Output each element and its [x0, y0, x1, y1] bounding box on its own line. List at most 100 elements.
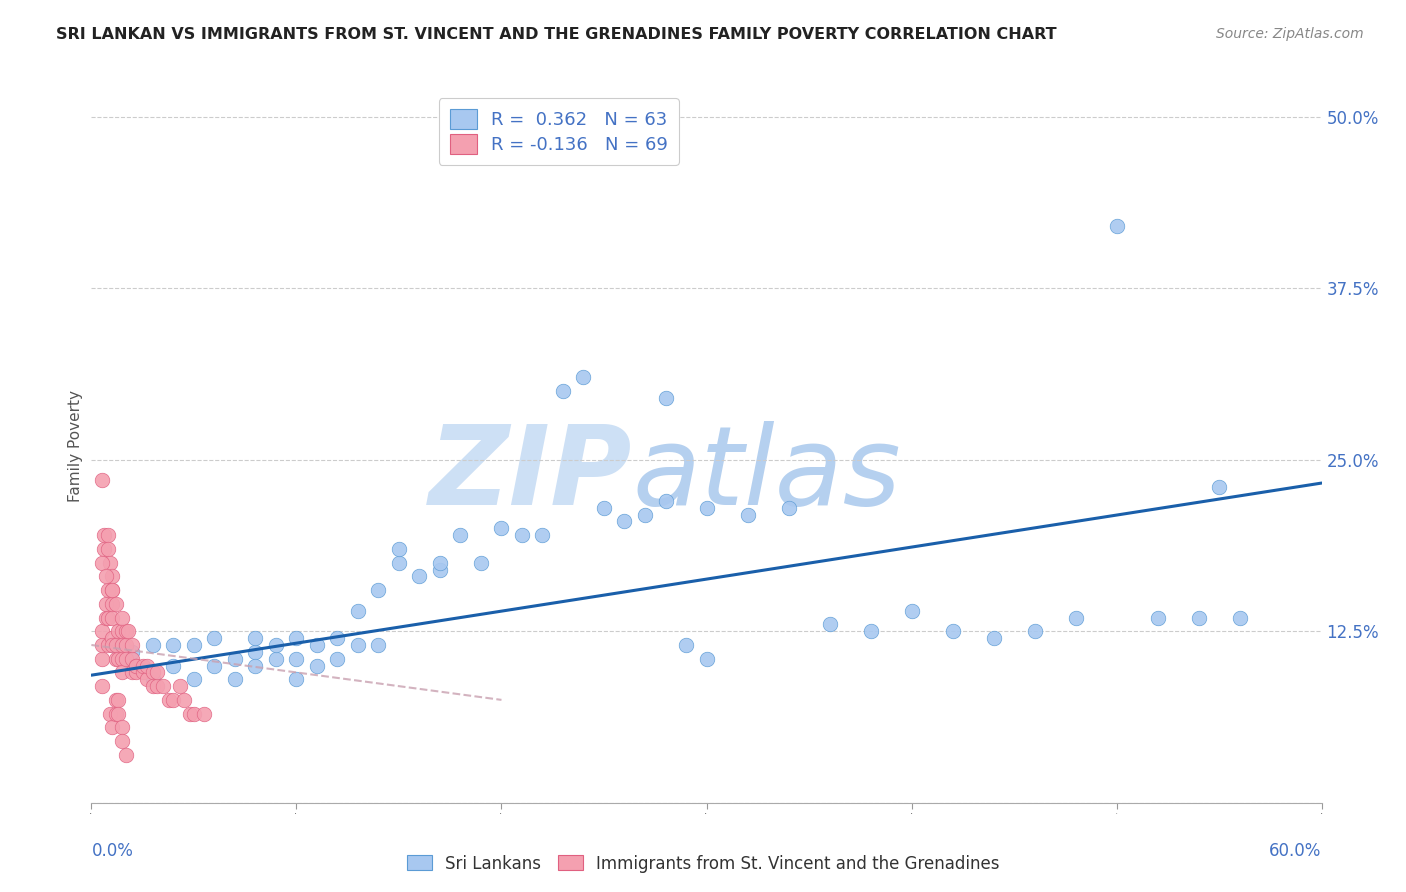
- Point: [245, 645, 267, 659]
- Point: [224, 673, 246, 687]
- Point: [115, 747, 138, 762]
- Point: [131, 658, 153, 673]
- Point: [111, 638, 134, 652]
- Point: [90, 651, 112, 665]
- Point: [1208, 480, 1230, 494]
- Point: [695, 651, 717, 665]
- Point: [429, 556, 451, 570]
- Point: [90, 556, 112, 570]
- Point: [94, 569, 117, 583]
- Point: [1229, 610, 1251, 624]
- Point: [942, 624, 965, 639]
- Point: [695, 500, 717, 515]
- Point: [593, 500, 616, 515]
- Point: [408, 569, 430, 583]
- Point: [347, 604, 370, 618]
- Point: [183, 706, 205, 721]
- Text: Source: ZipAtlas.com: Source: ZipAtlas.com: [1216, 27, 1364, 41]
- Point: [105, 651, 127, 665]
- Point: [121, 645, 143, 659]
- Point: [245, 658, 267, 673]
- Point: [654, 494, 676, 508]
- Point: [654, 391, 676, 405]
- Point: [429, 562, 451, 576]
- Point: [224, 651, 246, 665]
- Point: [121, 651, 143, 665]
- Point: [111, 624, 134, 639]
- Point: [93, 528, 115, 542]
- Point: [142, 638, 165, 652]
- Point: [778, 500, 800, 515]
- Point: [115, 638, 138, 652]
- Point: [98, 706, 121, 721]
- Point: [111, 720, 134, 734]
- Point: [818, 617, 841, 632]
- Point: [105, 597, 127, 611]
- Point: [101, 583, 124, 598]
- Text: 0.0%: 0.0%: [91, 842, 134, 860]
- Point: [135, 658, 157, 673]
- Point: [135, 673, 157, 687]
- Point: [90, 624, 112, 639]
- Point: [305, 638, 328, 652]
- Point: [285, 631, 308, 645]
- Point: [121, 638, 143, 652]
- Point: [105, 638, 127, 652]
- Point: [173, 693, 195, 707]
- Point: [551, 384, 574, 398]
- Point: [101, 569, 124, 583]
- Point: [107, 706, 129, 721]
- Point: [202, 631, 225, 645]
- Point: [101, 631, 124, 645]
- Point: [125, 665, 148, 680]
- Point: [326, 651, 349, 665]
- Point: [97, 583, 120, 598]
- Text: ZIP: ZIP: [429, 421, 633, 528]
- Point: [105, 693, 127, 707]
- Point: [101, 638, 124, 652]
- Point: [101, 610, 124, 624]
- Point: [107, 624, 129, 639]
- Point: [97, 541, 120, 556]
- Point: [105, 706, 127, 721]
- Point: [98, 556, 121, 570]
- Point: [101, 583, 124, 598]
- Point: [162, 638, 184, 652]
- Point: [111, 665, 134, 680]
- Point: [94, 610, 117, 624]
- Point: [90, 638, 112, 652]
- Point: [983, 631, 1005, 645]
- Point: [179, 706, 201, 721]
- Point: [115, 624, 138, 639]
- Point: [305, 658, 328, 673]
- Text: SRI LANKAN VS IMMIGRANTS FROM ST. VINCENT AND THE GRENADINES FAMILY POVERTY CORR: SRI LANKAN VS IMMIGRANTS FROM ST. VINCEN…: [56, 27, 1057, 42]
- Point: [101, 720, 124, 734]
- Point: [131, 665, 153, 680]
- Point: [183, 673, 205, 687]
- Point: [152, 679, 174, 693]
- Legend: R =  0.362   N = 63, R = -0.136   N = 69: R = 0.362 N = 63, R = -0.136 N = 69: [439, 98, 679, 165]
- Text: atlas: atlas: [633, 421, 901, 528]
- Point: [121, 665, 143, 680]
- Point: [101, 597, 124, 611]
- Point: [111, 651, 134, 665]
- Point: [93, 541, 115, 556]
- Point: [737, 508, 759, 522]
- Point: [531, 528, 554, 542]
- Point: [1146, 610, 1168, 624]
- Point: [367, 583, 389, 598]
- Point: [202, 658, 225, 673]
- Legend: Sri Lankans, Immigrants from St. Vincent and the Grenadines: Sri Lankans, Immigrants from St. Vincent…: [399, 848, 1007, 880]
- Point: [162, 658, 184, 673]
- Point: [111, 610, 134, 624]
- Point: [146, 665, 169, 680]
- Point: [193, 706, 215, 721]
- Text: 60.0%: 60.0%: [1270, 842, 1322, 860]
- Point: [94, 597, 117, 611]
- Point: [142, 673, 165, 687]
- Point: [90, 679, 112, 693]
- Point: [388, 541, 411, 556]
- Point: [245, 631, 267, 645]
- Point: [264, 651, 287, 665]
- Point: [1064, 610, 1087, 624]
